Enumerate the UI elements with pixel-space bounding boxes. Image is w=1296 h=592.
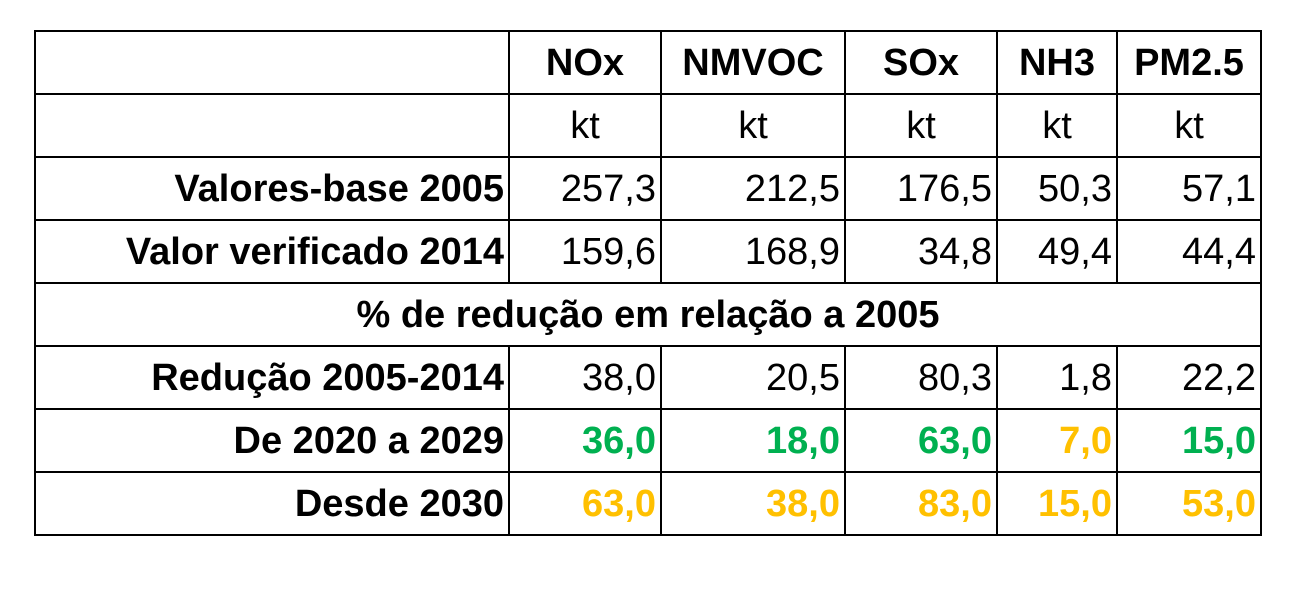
value-cell: 168,9 bbox=[660, 219, 846, 284]
unit-cell: kt bbox=[996, 93, 1118, 158]
value-cell: 34,8 bbox=[844, 219, 998, 284]
value-cell: 1,8 bbox=[996, 345, 1118, 410]
table-row: Valores-base 2005 257,3 212,5 176,5 50,3… bbox=[34, 156, 1262, 221]
column-header-sox: SOx bbox=[844, 30, 998, 95]
value-cell: 212,5 bbox=[660, 156, 846, 221]
target-value-cell: 83,0 bbox=[844, 471, 998, 536]
corner-cell bbox=[34, 30, 510, 95]
row-label: Desde 2030 bbox=[34, 471, 510, 536]
value-cell: 80,3 bbox=[844, 345, 998, 410]
table-row: Desde 2030 63,0 38,0 83,0 15,0 53,0 bbox=[34, 471, 1262, 536]
value-cell: 38,0 bbox=[508, 345, 662, 410]
target-value-cell: 15,0 bbox=[1116, 408, 1262, 473]
target-value-cell: 38,0 bbox=[660, 471, 846, 536]
value-cell: 50,3 bbox=[996, 156, 1118, 221]
column-header-nox: NOx bbox=[508, 30, 662, 95]
value-cell: 159,6 bbox=[508, 219, 662, 284]
row-label: De 2020 a 2029 bbox=[34, 408, 510, 473]
target-value-cell: 53,0 bbox=[1116, 471, 1262, 536]
unit-row-label bbox=[34, 93, 510, 158]
column-header-nmvoc: NMVOC bbox=[660, 30, 846, 95]
target-value-cell: 63,0 bbox=[508, 471, 662, 536]
unit-cell: kt bbox=[1116, 93, 1262, 158]
section-row: % de redução em relação a 2005 bbox=[34, 282, 1262, 347]
header-row: NOx NMVOC SOx NH3 PM2.5 bbox=[34, 30, 1262, 95]
table-row: Valor verificado 2014 159,6 168,9 34,8 4… bbox=[34, 219, 1262, 284]
target-value-cell: 63,0 bbox=[844, 408, 998, 473]
row-label: Redução 2005-2014 bbox=[34, 345, 510, 410]
target-value-cell: 18,0 bbox=[660, 408, 846, 473]
value-cell: 57,1 bbox=[1116, 156, 1262, 221]
row-label: Valor verificado 2014 bbox=[34, 219, 510, 284]
unit-cell: kt bbox=[660, 93, 846, 158]
unit-row: kt kt kt kt kt bbox=[34, 93, 1262, 158]
section-title: % de redução em relação a 2005 bbox=[34, 282, 1262, 347]
value-cell: 20,5 bbox=[660, 345, 846, 410]
unit-cell: kt bbox=[508, 93, 662, 158]
column-header-pm25: PM2.5 bbox=[1116, 30, 1262, 95]
value-cell: 22,2 bbox=[1116, 345, 1262, 410]
table-row: De 2020 a 2029 36,0 18,0 63,0 7,0 15,0 bbox=[34, 408, 1262, 473]
target-value-cell: 15,0 bbox=[996, 471, 1118, 536]
table-row: Redução 2005-2014 38,0 20,5 80,3 1,8 22,… bbox=[34, 345, 1262, 410]
column-header-nh3: NH3 bbox=[996, 30, 1118, 95]
unit-cell: kt bbox=[844, 93, 998, 158]
target-value-cell: 36,0 bbox=[508, 408, 662, 473]
value-cell: 176,5 bbox=[844, 156, 998, 221]
emissions-table: NOx NMVOC SOx NH3 PM2.5 kt kt kt kt kt V… bbox=[34, 30, 1262, 536]
value-cell: 44,4 bbox=[1116, 219, 1262, 284]
row-label: Valores-base 2005 bbox=[34, 156, 510, 221]
value-cell: 257,3 bbox=[508, 156, 662, 221]
target-value-cell: 7,0 bbox=[996, 408, 1118, 473]
value-cell: 49,4 bbox=[996, 219, 1118, 284]
